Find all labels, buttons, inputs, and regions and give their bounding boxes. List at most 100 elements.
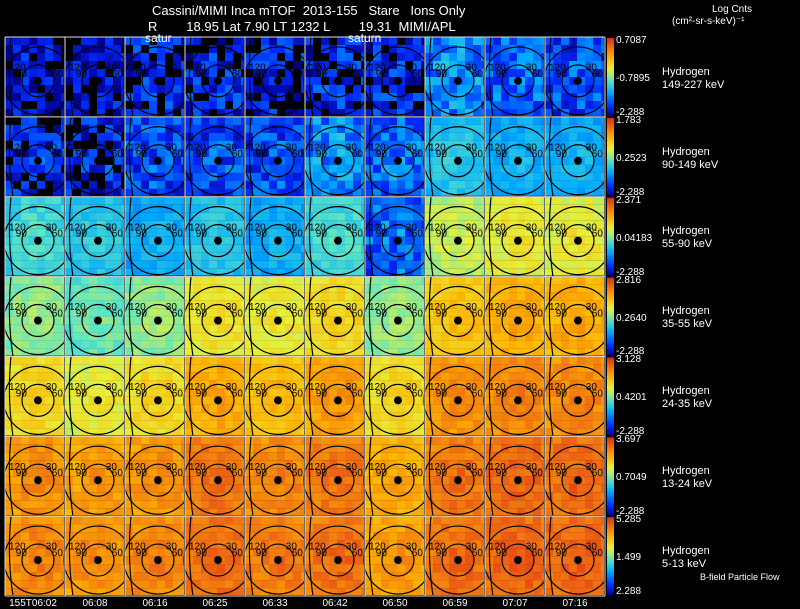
heatmap-cell bbox=[483, 116, 553, 197]
heatmap-cell bbox=[483, 436, 553, 517]
contour-label: 60 bbox=[292, 309, 304, 320]
contour-label: 90 bbox=[76, 388, 88, 399]
contour-label: 60 bbox=[292, 149, 304, 160]
contour-label: 60 bbox=[172, 548, 184, 559]
heatmap-cell bbox=[3, 356, 73, 437]
contour-label: 60 bbox=[412, 388, 424, 399]
colorbar-max-label: 0.7087 bbox=[616, 35, 647, 46]
contour-label: 60 bbox=[232, 149, 244, 160]
contour-label: 90 bbox=[136, 309, 148, 320]
contour-label: 30 bbox=[586, 222, 598, 233]
contour-label: 120 bbox=[369, 382, 386, 393]
contour-label: 90 bbox=[16, 548, 28, 559]
time-tick-label: 06:50 bbox=[382, 598, 408, 609]
heatmap-cell bbox=[243, 276, 313, 357]
contour-label: 30 bbox=[466, 63, 478, 74]
contour-label: 60 bbox=[292, 69, 304, 80]
contour-label: 60 bbox=[292, 388, 304, 399]
contour-label: 30 bbox=[106, 222, 118, 233]
contour-label: 30 bbox=[406, 222, 418, 233]
colorbar-mid-label: 0.7049 bbox=[616, 472, 647, 484]
contour-label: 30 bbox=[106, 63, 118, 74]
contour-label: 120 bbox=[429, 63, 446, 74]
contour-label: 30 bbox=[286, 462, 298, 473]
colorbar bbox=[607, 197, 614, 276]
contour-label: 90 bbox=[316, 69, 328, 80]
contour-label: 120 bbox=[369, 142, 386, 153]
contour-label: 90 bbox=[556, 468, 568, 479]
contour-label: 30 bbox=[226, 222, 238, 233]
contour-label: 60 bbox=[172, 388, 184, 399]
contour-label: 90 bbox=[256, 229, 268, 240]
contour-label: 90 bbox=[316, 548, 328, 559]
contour-label: 30 bbox=[226, 302, 238, 313]
colorbar-mid-label: -0.7895 bbox=[616, 72, 650, 84]
contour-label: 90 bbox=[556, 388, 568, 399]
contour-label: 90 bbox=[136, 69, 148, 80]
contour-label: 30 bbox=[226, 63, 238, 74]
time-tick-label: 06:33 bbox=[262, 598, 288, 609]
contour-label: 60 bbox=[472, 149, 484, 160]
heatmap-cell bbox=[303, 436, 373, 517]
heatmap-cell bbox=[63, 516, 133, 597]
contour-label: 120 bbox=[129, 302, 146, 313]
contour-label: 30 bbox=[226, 382, 238, 393]
heatmap-cell bbox=[303, 36, 373, 117]
contour-label: 30 bbox=[586, 462, 598, 473]
contour-label: 90 bbox=[496, 468, 508, 479]
contour-label: 90 bbox=[316, 229, 328, 240]
contour-label: 60 bbox=[592, 388, 604, 399]
colorbar-min-label: -2.288 bbox=[616, 506, 645, 518]
contour-label: 120 bbox=[69, 63, 86, 74]
contour-label: 120 bbox=[369, 63, 386, 74]
contour-label: 90 bbox=[496, 309, 508, 320]
contour-label: 60 bbox=[292, 548, 304, 559]
contour-label: 30 bbox=[526, 542, 538, 553]
contour-label: 120 bbox=[549, 542, 566, 553]
contour-label: 30 bbox=[166, 142, 178, 153]
heatmap-cell bbox=[3, 116, 73, 197]
heatmap-cell bbox=[63, 196, 133, 277]
contour-label: 60 bbox=[472, 388, 484, 399]
saturn-label-1: satur bbox=[145, 31, 172, 45]
heatmap-cell bbox=[63, 356, 133, 437]
heatmap-cell bbox=[243, 116, 313, 197]
contour-label: 90 bbox=[316, 388, 328, 399]
colorbar bbox=[607, 277, 614, 356]
contour-label: 60 bbox=[52, 388, 64, 399]
contour-label: 30 bbox=[286, 542, 298, 553]
contour-label: 60 bbox=[52, 548, 64, 559]
heatmap-cell bbox=[183, 196, 253, 277]
contour-label: 30 bbox=[46, 63, 58, 74]
contour-label: 90 bbox=[256, 69, 268, 80]
heatmap-cell bbox=[363, 436, 433, 517]
heatmap-cell bbox=[183, 516, 253, 597]
contour-label: 30 bbox=[166, 382, 178, 393]
heatmap-cell bbox=[423, 516, 493, 597]
contour-label: 30 bbox=[346, 63, 358, 74]
contour-label: 120 bbox=[429, 142, 446, 153]
contour-label: 90 bbox=[376, 149, 388, 160]
heatmap-cell bbox=[303, 516, 373, 597]
contour-label: 90 bbox=[16, 229, 28, 240]
contour-label: 120 bbox=[489, 302, 506, 313]
contour-label: 90 bbox=[256, 548, 268, 559]
contour-label: 60 bbox=[112, 149, 124, 160]
species-label: Hydrogen 149-227 keV bbox=[662, 65, 725, 91]
contour-label: 30 bbox=[46, 542, 58, 553]
contour-label: 120 bbox=[489, 63, 506, 74]
heatmap-cell bbox=[363, 196, 433, 277]
contour-label: 120 bbox=[249, 462, 266, 473]
contour-label: 60 bbox=[352, 229, 364, 240]
contour-label: 90 bbox=[556, 149, 568, 160]
contour-label: 30 bbox=[346, 382, 358, 393]
contour-label: 30 bbox=[166, 63, 178, 74]
contour-label: 30 bbox=[166, 302, 178, 313]
contour-label: 30 bbox=[406, 542, 418, 553]
contour-label: 90 bbox=[16, 468, 28, 479]
colorbar bbox=[607, 437, 614, 516]
contour-label: 90 bbox=[136, 548, 148, 559]
contour-label: 60 bbox=[532, 229, 544, 240]
contour-label: 60 bbox=[532, 69, 544, 80]
time-tick-label: 06:59 bbox=[442, 598, 468, 609]
